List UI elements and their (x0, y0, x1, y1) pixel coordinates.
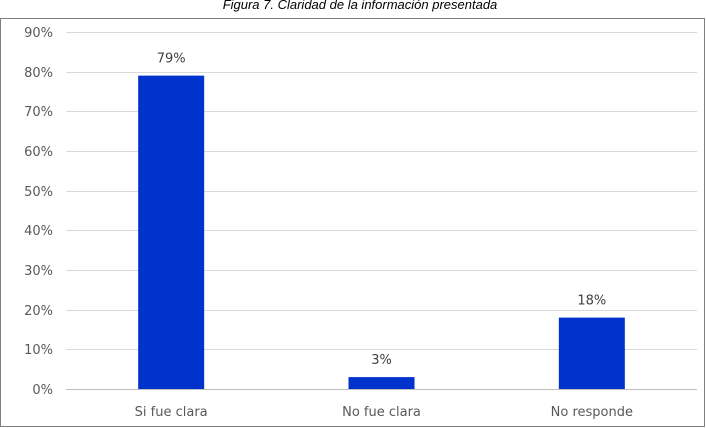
chart-title: Figura 7. Claridad de la información pre… (223, 0, 498, 12)
data-label: 79% (157, 52, 186, 67)
x-axis: Si fue clara No fue clara No responde (66, 389, 697, 420)
bar-2 (558, 317, 625, 389)
data-labels: 79% 3% 18% (157, 52, 607, 368)
x-tick-label: No fue clara (342, 405, 421, 420)
y-tick-label: 60% (24, 145, 53, 160)
bar-0 (138, 75, 205, 389)
y-tick-label: 90% (24, 26, 53, 41)
bars (138, 75, 625, 389)
chart-border (0, 18, 705, 427)
y-tick-label: 50% (24, 185, 53, 200)
bar-1 (348, 377, 415, 389)
data-label: 18% (577, 294, 606, 309)
x-tick-label: Si fue clara (135, 405, 208, 420)
x-tick-label: No responde (551, 405, 633, 420)
y-tick-label: 20% (24, 304, 53, 319)
y-tick-label: 10% (24, 343, 53, 358)
y-axis-ticks: 0% 10% 20% 30% 40% 50% 60% 70% 80% 90% (24, 26, 53, 398)
data-label: 3% (371, 353, 392, 368)
y-tick-label: 0% (32, 383, 53, 398)
y-tick-label: 80% (24, 66, 53, 81)
y-tick-label: 70% (24, 105, 53, 120)
y-tick-label: 40% (24, 224, 53, 239)
y-tick-label: 30% (24, 264, 53, 279)
